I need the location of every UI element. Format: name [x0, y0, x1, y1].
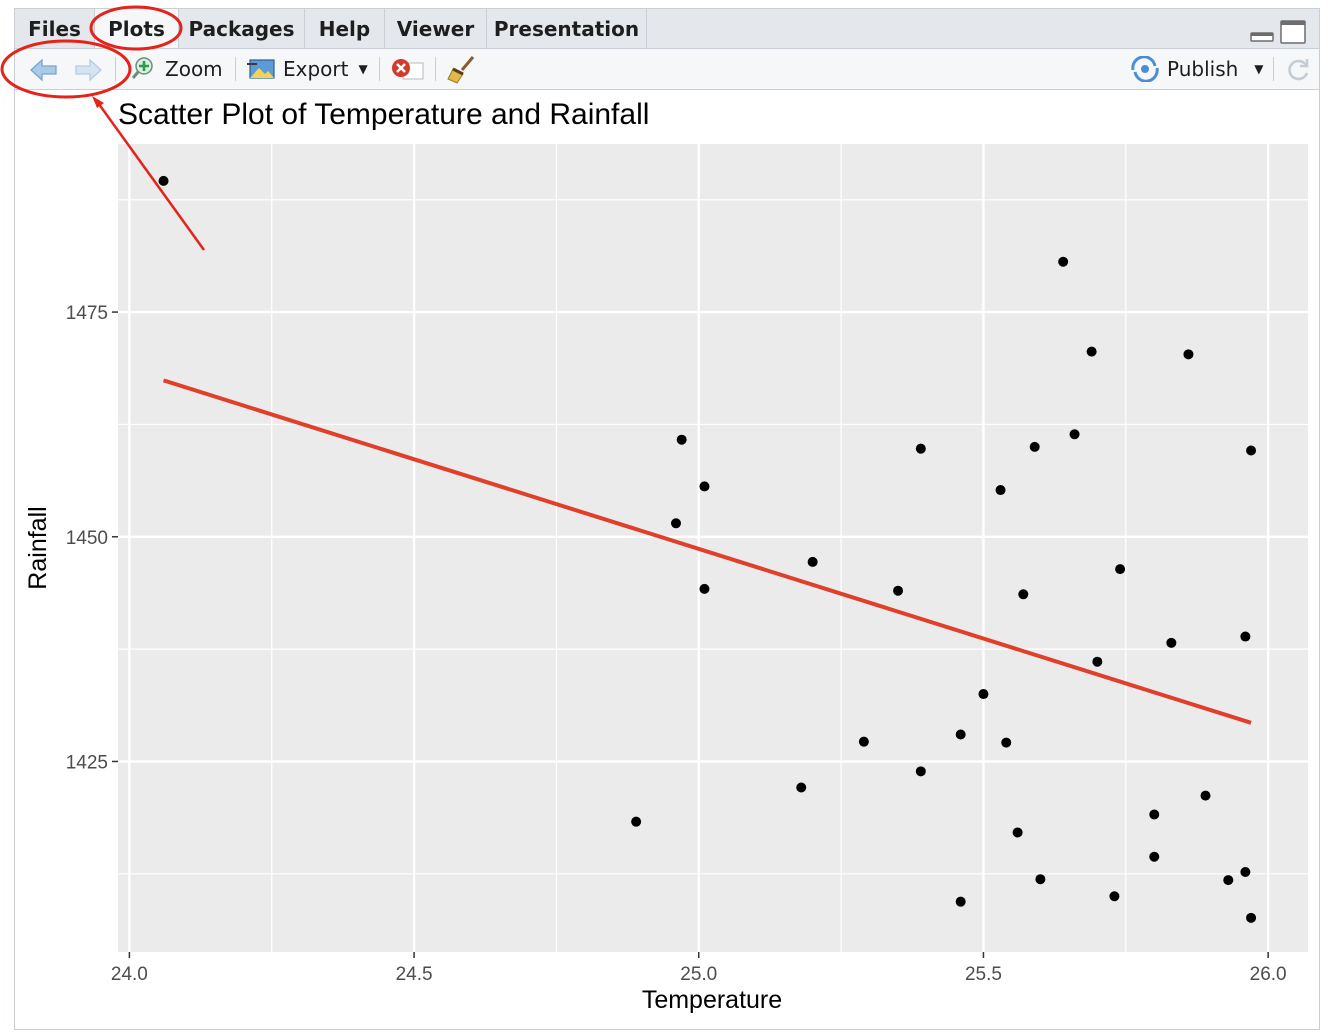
x-tick-label: 25.5	[965, 964, 1002, 985]
data-point	[1092, 656, 1103, 667]
minimize-pane-icon[interactable]	[1249, 19, 1275, 45]
toolbar-divider	[435, 57, 436, 81]
data-point	[1035, 874, 1046, 885]
major-gridlines	[118, 144, 1308, 952]
data-point	[1029, 441, 1040, 452]
data-point	[858, 736, 869, 747]
chart-title: Scatter Plot of Temperature and Rainfall	[118, 98, 649, 131]
data-point	[1149, 851, 1160, 862]
x-axis: 24.0 24.5 25.0 25.5 26.0	[111, 952, 1287, 985]
data-point	[915, 443, 926, 454]
y-axis: 1425 1450 1475	[66, 303, 118, 773]
tab-label: Viewer	[396, 16, 475, 41]
data-point	[955, 729, 966, 740]
data-point	[1166, 637, 1177, 648]
publish-dropdown-icon: ▼	[1254, 62, 1264, 76]
data-point	[893, 585, 904, 596]
minor-gridlines	[118, 144, 1308, 952]
tab-label: Help	[318, 16, 371, 41]
data-point	[1001, 737, 1012, 748]
tab-label: Packages	[188, 16, 295, 41]
tab-label: Files	[28, 16, 81, 41]
x-axis-label: Temperature	[642, 986, 782, 1014]
publish-label: Publish	[1167, 57, 1239, 81]
zoom-label: Zoom	[165, 57, 223, 81]
toolbar-divider	[1273, 57, 1274, 81]
data-point	[1012, 827, 1023, 838]
maximize-pane-icon[interactable]	[1279, 19, 1307, 45]
data-point	[978, 689, 989, 700]
data-point	[1086, 346, 1097, 357]
data-point	[1109, 891, 1120, 902]
data-point	[955, 896, 966, 907]
data-point	[158, 175, 169, 186]
data-point	[1200, 790, 1211, 801]
data-point	[807, 556, 818, 567]
export-dropdown-icon: ▼	[358, 62, 368, 76]
tab-presentation[interactable]: Presentation	[487, 9, 647, 48]
data-point	[1018, 589, 1029, 600]
tab-help[interactable]: Help	[305, 9, 385, 48]
publish-icon	[1131, 56, 1159, 82]
data-point	[676, 434, 687, 445]
data-points	[158, 175, 1257, 923]
data-point	[1058, 256, 1069, 267]
data-point	[631, 816, 642, 827]
y-tick-label: 1450	[66, 528, 108, 549]
data-point	[1240, 867, 1251, 878]
remove-plot-icon[interactable]	[391, 57, 425, 83]
plot-panel	[118, 144, 1308, 952]
toolbar-divider	[379, 57, 380, 81]
tab-packages[interactable]: Packages	[179, 9, 305, 48]
refresh-icon[interactable]	[1285, 57, 1311, 83]
data-point	[995, 485, 1006, 496]
x-tick-label: 26.0	[1250, 964, 1287, 985]
toolbar-divider	[235, 57, 236, 81]
trend-line	[162, 378, 1252, 725]
data-point	[670, 518, 681, 529]
data-point	[1183, 349, 1194, 360]
data-point	[1069, 429, 1080, 440]
export-label: Export	[283, 57, 349, 81]
y-tick-label: 1425	[66, 752, 108, 773]
y-axis-label: Rainfall	[24, 506, 52, 589]
tab-label: Presentation	[493, 16, 640, 41]
y-tick-label: 1475	[66, 303, 108, 324]
tab-viewer[interactable]: Viewer	[385, 9, 487, 48]
publish-button[interactable]: Publish ▼	[1129, 49, 1264, 89]
data-point	[1246, 445, 1257, 456]
x-tick-label: 24.5	[396, 964, 433, 985]
data-point	[699, 583, 710, 594]
export-image-icon	[247, 59, 275, 79]
data-point	[1115, 564, 1126, 575]
export-menu-button[interactable]: Export ▼	[247, 49, 368, 89]
zoom-icon	[131, 57, 153, 79]
clear-all-plots-broom-icon[interactable]	[447, 55, 477, 85]
zoom-button[interactable]: Zoom	[131, 49, 223, 89]
data-point	[796, 782, 807, 793]
x-tick-label: 24.0	[111, 964, 148, 985]
data-point	[1149, 809, 1160, 820]
data-point	[1240, 631, 1251, 642]
data-point	[699, 481, 710, 492]
data-point	[1246, 912, 1257, 923]
data-point	[1223, 875, 1234, 886]
data-point	[915, 766, 926, 777]
x-tick-label: 25.0	[680, 964, 717, 985]
